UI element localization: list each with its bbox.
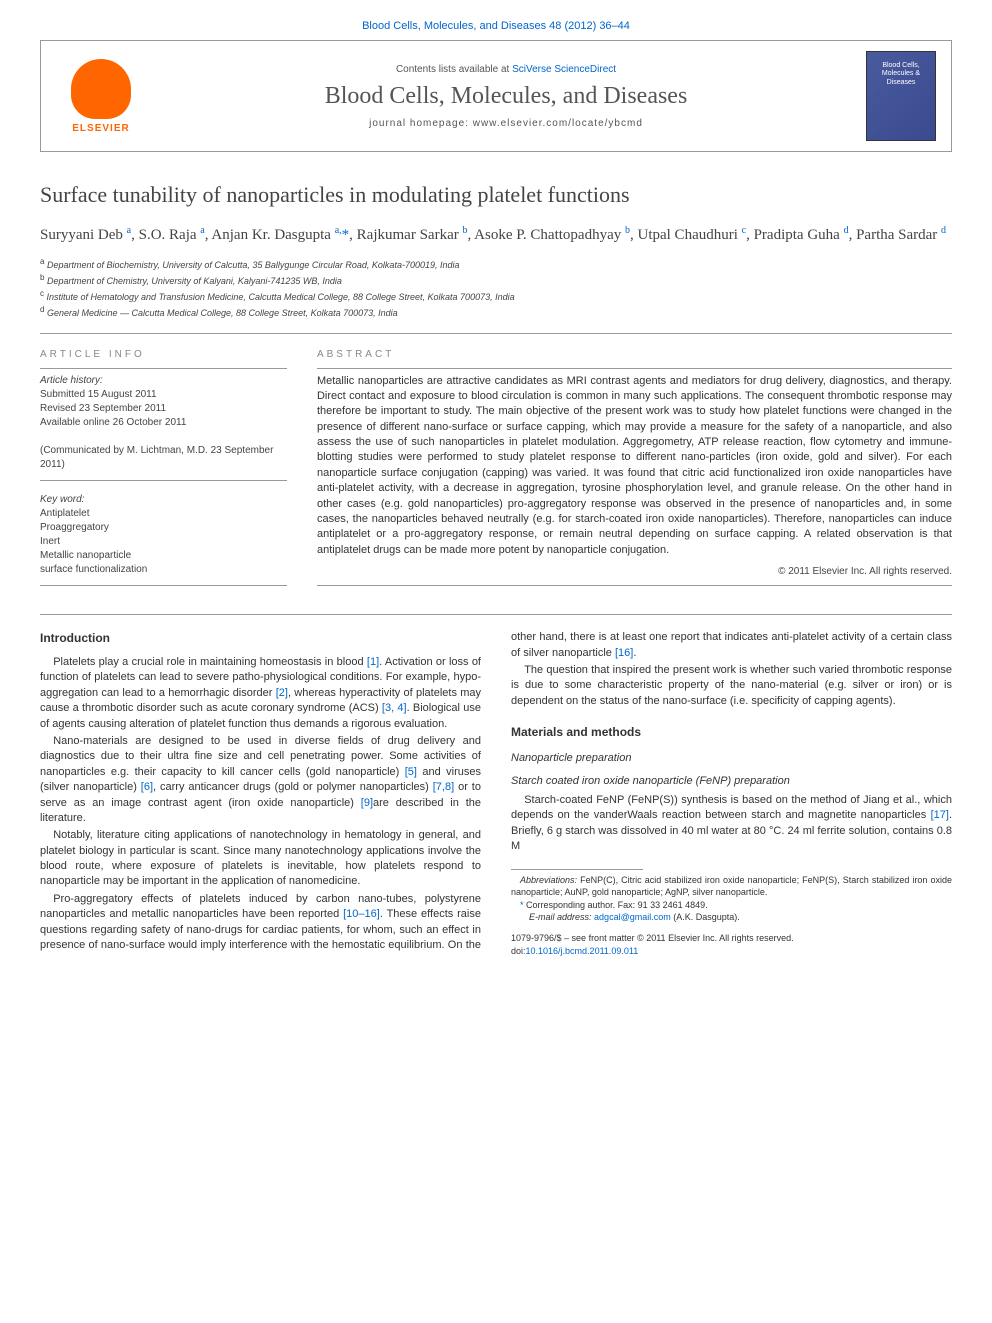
cite-9[interactable]: [9] [361, 797, 373, 809]
cite-3-4[interactable]: [3, 4] [382, 702, 407, 714]
email-footnote: E-mail address: adgcal@gmail.com (A.K. D… [511, 912, 952, 924]
contents-available-line: Contents lists available at SciVerse Sci… [166, 64, 846, 75]
history-label: Article history: [40, 374, 287, 388]
communicated-by: (Communicated by M. Lichtman, M.D. 23 Se… [40, 444, 287, 472]
keyword: surface functionalization [40, 563, 287, 577]
cite-17[interactable]: [17] [931, 809, 949, 821]
journal-homepage: journal homepage: www.elsevier.com/locat… [166, 118, 846, 129]
article-info-label: ARTICLE INFO [40, 349, 287, 360]
revised-date: Revised 23 September 2011 [40, 402, 287, 416]
divider [40, 614, 952, 615]
divider [40, 585, 287, 586]
submitted-date: Submitted 15 August 2011 [40, 388, 287, 402]
abstract-column: ABSTRACT Metallic nanoparticles are attr… [317, 349, 952, 595]
front-matter-line: 1079-9796/$ – see front matter © 2011 El… [511, 932, 952, 945]
cite-6[interactable]: [6] [141, 781, 153, 793]
affiliations: a Department of Biochemistry, University… [40, 257, 952, 318]
homepage-prefix: journal homepage: [369, 118, 473, 129]
keyword: Metallic nanoparticle [40, 549, 287, 563]
divider [40, 480, 287, 481]
divider [40, 333, 952, 334]
email-link[interactable]: adgcal@gmail.com [594, 912, 671, 922]
doi-link[interactable]: 10.1016/j.bcmd.2011.09.011 [526, 946, 639, 956]
keywords-list: AntiplateletProaggregatoryInertMetallic … [40, 507, 287, 577]
abstract-text: Metallic nanoparticles are attractive ca… [317, 374, 952, 559]
keywords-label: Key word: [40, 493, 287, 507]
affiliation: b Department of Chemistry, University of… [40, 273, 952, 286]
divider [317, 585, 952, 586]
materials-heading: Materials and methods [511, 724, 952, 741]
sciencedirect-link[interactable]: SciVerse ScienceDirect [512, 64, 616, 75]
bottom-meta: 1079-9796/$ – see front matter © 2011 El… [511, 932, 952, 957]
abstract-label: ABSTRACT [317, 349, 952, 360]
intro-p3: Notably, literature citing applications … [40, 828, 481, 890]
introduction-heading: Introduction [40, 630, 481, 647]
elsevier-logo: ELSEVIER [56, 51, 146, 141]
cite-16[interactable]: [16] [615, 647, 633, 659]
journal-header: ELSEVIER Contents lists available at Sci… [40, 40, 952, 152]
elsevier-label: ELSEVIER [72, 123, 129, 134]
main-content: Introduction Platelets play a crucial ro… [40, 630, 952, 957]
contents-prefix: Contents lists available at [396, 64, 512, 75]
elsevier-tree-icon [71, 59, 131, 119]
doi-line: doi:10.1016/j.bcmd.2011.09.011 [511, 945, 952, 958]
cite-2[interactable]: [2] [276, 687, 288, 699]
journal-cover-thumbnail: Blood Cells, Molecules & Diseases [866, 51, 936, 141]
authors-list: Suryyani Deb a, S.O. Raja a, Anjan Kr. D… [40, 223, 952, 247]
starch-coated-text: Starch-coated FeNP (FeNP(S)) synthesis i… [511, 793, 952, 855]
journal-name: Blood Cells, Molecules, and Diseases [166, 83, 846, 110]
article-history: Article history: Submitted 15 August 201… [40, 374, 287, 472]
cover-text: Blood Cells, Molecules & Diseases [867, 62, 935, 87]
journal-citation[interactable]: Blood Cells, Molecules, and Diseases 48 … [40, 20, 952, 32]
header-center: Contents lists available at SciVerse Sci… [146, 64, 866, 129]
keywords-block: Key word: AntiplateletProaggregatoryIner… [40, 493, 287, 577]
nanoparticle-prep-heading: Nanoparticle preparation [511, 751, 952, 766]
cite-10-16[interactable]: [10–16] [343, 908, 380, 920]
footnote-divider [511, 869, 643, 870]
info-abstract-row: ARTICLE INFO Article history: Submitted … [40, 349, 952, 595]
cite-1[interactable]: [1] [367, 656, 379, 668]
affiliation: c Institute of Hematology and Transfusio… [40, 289, 952, 302]
divider [317, 368, 952, 369]
affiliation: a Department of Biochemistry, University… [40, 257, 952, 270]
keyword: Inert [40, 535, 287, 549]
cite-7-8[interactable]: [7,8] [433, 781, 454, 793]
keyword: Proaggregatory [40, 521, 287, 535]
available-date: Available online 26 October 2011 [40, 416, 287, 430]
corresponding-author-footnote: * Corresponding author. Fax: 91 33 2461 … [511, 900, 952, 912]
starch-coated-heading: Starch coated iron oxide nanoparticle (F… [511, 774, 952, 789]
article-title: Surface tunability of nanoparticles in m… [40, 182, 952, 208]
intro-p5: The question that inspired the present w… [511, 663, 952, 709]
keyword: Antiplatelet [40, 507, 287, 521]
cite-5[interactable]: [5] [405, 766, 417, 778]
abstract-copyright: © 2011 Elsevier Inc. All rights reserved… [317, 566, 952, 577]
article-info-column: ARTICLE INFO Article history: Submitted … [40, 349, 287, 595]
divider [40, 368, 287, 369]
abbreviations-footnote: Abbreviations: FeNP(C), Citric acid stab… [511, 875, 952, 898]
intro-p2: Nano-materials are designed to be used i… [40, 734, 481, 826]
intro-p1: Platelets play a crucial role in maintai… [40, 655, 481, 732]
affiliation: d General Medicine — Calcutta Medical Co… [40, 305, 952, 318]
homepage-url[interactable]: www.elsevier.com/locate/ybcmd [473, 118, 643, 129]
footnotes: Abbreviations: FeNP(C), Citric acid stab… [511, 875, 952, 924]
